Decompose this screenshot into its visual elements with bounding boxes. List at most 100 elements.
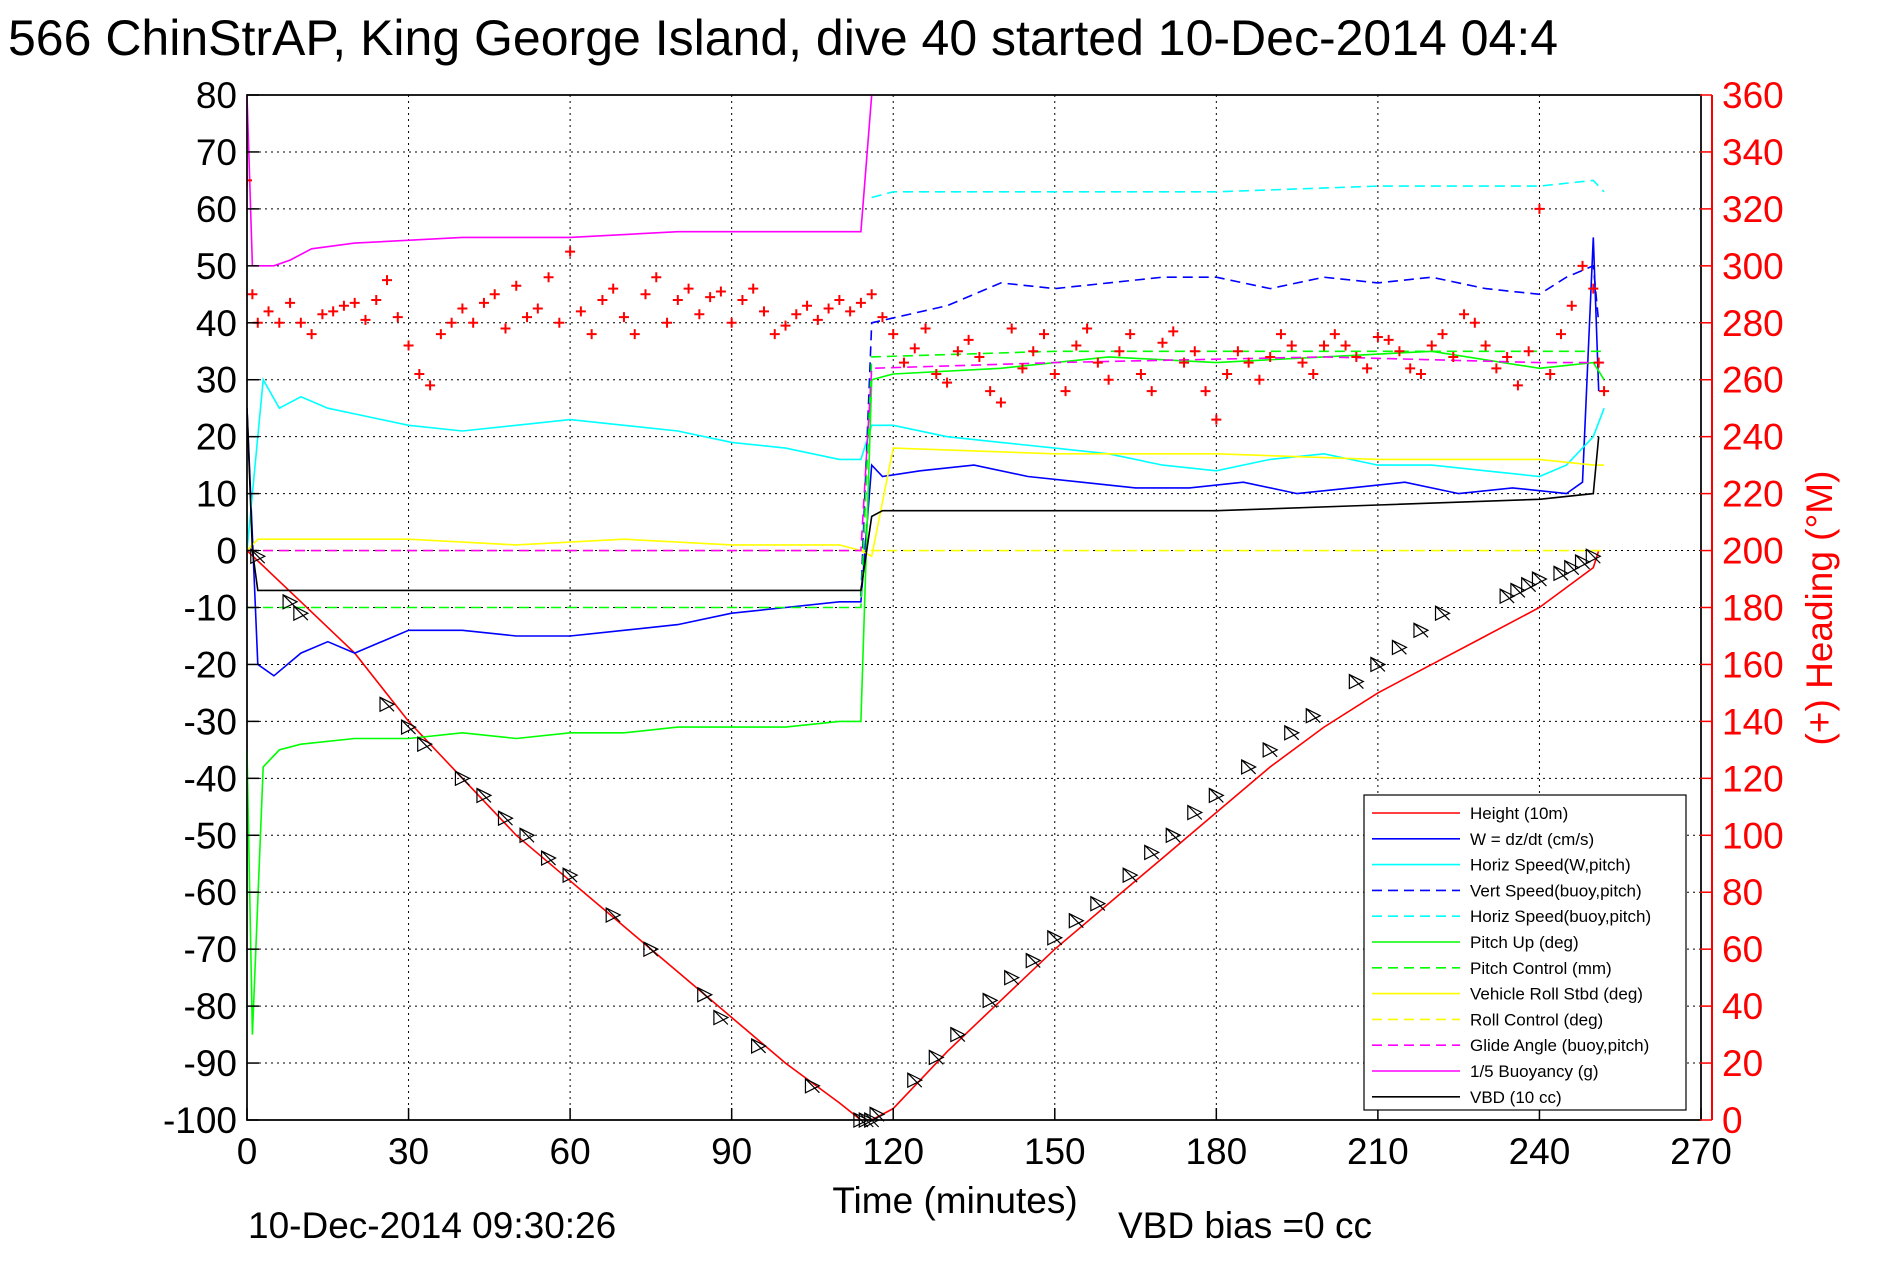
- height-marker: [605, 907, 622, 923]
- y-tick-label: -40: [184, 758, 237, 799]
- right-tick-label: 140: [1722, 701, 1784, 742]
- heading-point: [1480, 340, 1491, 351]
- right-tick-label: 260: [1722, 360, 1784, 401]
- x-tick-label: 60: [550, 1131, 591, 1172]
- heading-point: [1297, 357, 1308, 368]
- height-marker: [1553, 565, 1570, 582]
- heading-point: [1071, 340, 1082, 351]
- heading-point: [1060, 386, 1071, 397]
- heading-point: [855, 297, 866, 308]
- series-line: [247, 237, 1600, 677]
- series-line: [247, 356, 1605, 552]
- legend-label: 1/5 Buoyancy (g): [1470, 1062, 1599, 1081]
- height-marker: [1090, 895, 1107, 912]
- height-marker: [400, 719, 417, 736]
- heading-point: [942, 377, 953, 388]
- right-tick-label: 120: [1722, 758, 1784, 799]
- y-tick-label: 60: [196, 189, 237, 230]
- height-marker: [1370, 656, 1387, 673]
- series-line: [247, 408, 1600, 592]
- heading-point: [1092, 357, 1103, 368]
- right-tick-label: 240: [1722, 417, 1784, 458]
- heading-point: [468, 317, 479, 328]
- heading-point: [1157, 337, 1168, 348]
- heading-point: [1135, 369, 1146, 380]
- legend-label: VBD (10 cc): [1470, 1088, 1562, 1107]
- y-tick-label: -60: [184, 872, 237, 913]
- heading-point: [425, 380, 436, 391]
- heading-point: [328, 306, 339, 317]
- x-tick-label: 30: [388, 1131, 429, 1172]
- heading-point: [1555, 329, 1566, 340]
- heading-point: [1566, 300, 1577, 311]
- height-marker: [643, 941, 660, 958]
- height-marker: [250, 548, 267, 565]
- y-tick-label: -30: [184, 701, 237, 742]
- right-tick-label: 160: [1722, 644, 1784, 685]
- heading-point: [1448, 351, 1459, 362]
- heading-point: [1545, 369, 1556, 380]
- height-marker: [1348, 673, 1365, 690]
- legend-label: Horiz Speed(W,pitch): [1470, 856, 1631, 875]
- heading-point: [247, 289, 258, 300]
- legend-label: Roll Control (deg): [1470, 1010, 1603, 1029]
- heading-point: [1372, 332, 1383, 343]
- heading-point: [1383, 334, 1394, 345]
- legend-label: Vert Speed(buoy,pitch): [1470, 881, 1642, 900]
- heading-point: [1502, 351, 1513, 362]
- x-tick-label: 120: [862, 1131, 924, 1172]
- right-tick-label: 180: [1722, 588, 1784, 629]
- height-marker: [540, 850, 557, 867]
- y-tick-label: 20: [196, 417, 237, 458]
- y-tick-label: -90: [184, 1043, 237, 1084]
- heading-point: [1426, 340, 1437, 351]
- series-line: [247, 95, 873, 267]
- heading-point: [608, 283, 619, 294]
- heading-point: [1286, 340, 1297, 351]
- y-tick-label: -70: [184, 929, 237, 970]
- heading-point: [726, 317, 737, 328]
- heading-point: [1437, 329, 1448, 340]
- right-tick-label: 280: [1722, 303, 1784, 344]
- right-tick-label: 360: [1722, 75, 1784, 116]
- heading-point: [651, 272, 662, 283]
- right-tick-label: 340: [1722, 132, 1784, 173]
- heading-point: [1222, 369, 1233, 380]
- heading-point: [446, 317, 457, 328]
- heading-point: [349, 297, 360, 308]
- height-marker: [1068, 912, 1085, 929]
- height-marker: [1284, 724, 1301, 741]
- height-marker: [907, 1072, 924, 1089]
- x-tick-label: 180: [1185, 1131, 1247, 1172]
- heading-point: [382, 275, 393, 286]
- series-line: [871, 179, 1605, 199]
- heading-point: [1362, 363, 1373, 374]
- heading-point: [974, 351, 985, 362]
- heading-point: [1028, 346, 1039, 357]
- heading-point: [1168, 326, 1179, 337]
- y-tick-label: 0: [216, 531, 237, 572]
- height-marker: [713, 1009, 730, 1026]
- heading-point: [705, 292, 716, 303]
- heading-point: [877, 312, 888, 323]
- y-axis-ticks: 80 70 60 50 40 30 20 10 0 -10 -20 -30 -40 -50 -60 -70 -8…: [163, 75, 259, 1141]
- height-marker: [293, 605, 310, 622]
- heading-point: [1039, 329, 1050, 340]
- heading-point: [952, 346, 963, 357]
- heading-point: [931, 369, 942, 380]
- height-marker: [379, 696, 396, 713]
- heading-point: [640, 289, 651, 300]
- y-tick-label: -50: [184, 815, 237, 856]
- heading-point: [285, 297, 296, 308]
- heading-point: [554, 317, 565, 328]
- right-tick-label: 60: [1722, 929, 1763, 970]
- heading-point: [1232, 346, 1243, 357]
- heading-point: [295, 317, 306, 328]
- heading-point: [371, 295, 382, 305]
- heading-point: [1082, 323, 1093, 334]
- heading-point: [618, 312, 629, 323]
- right-tick-label: 300: [1722, 246, 1784, 287]
- legend-label: Vehicle Roll Stbd (deg): [1470, 985, 1643, 1004]
- height-marker: [454, 770, 471, 787]
- heading-point: [791, 309, 802, 320]
